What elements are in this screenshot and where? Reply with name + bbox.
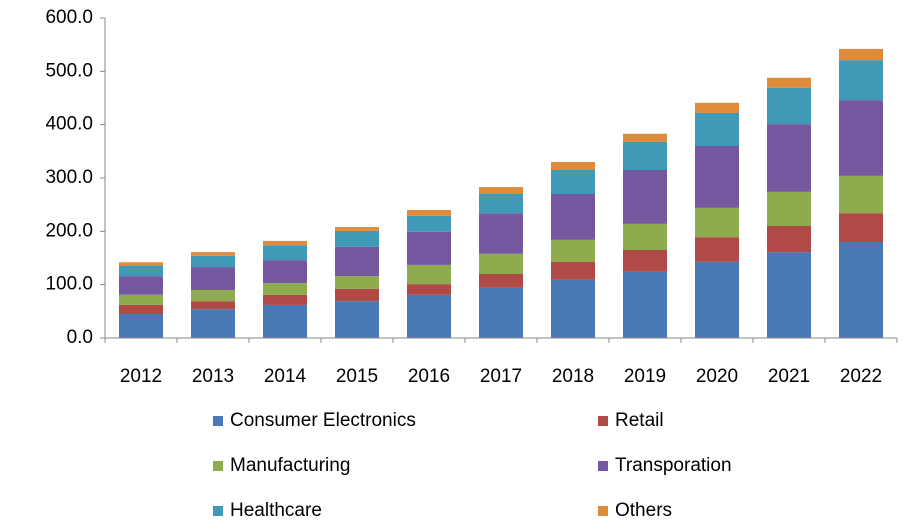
bar-segment bbox=[263, 240, 307, 246]
bar-segment bbox=[407, 284, 451, 295]
legend-swatch bbox=[598, 416, 608, 426]
bar-segment bbox=[263, 245, 307, 261]
x-tick-label: 2016 bbox=[408, 366, 450, 387]
bar-segment bbox=[335, 301, 379, 338]
bar-segment bbox=[839, 60, 883, 101]
bar-segment bbox=[839, 242, 883, 338]
x-tick-label: 2020 bbox=[696, 366, 738, 387]
bar-segment bbox=[551, 170, 595, 194]
legend-swatch bbox=[598, 461, 608, 471]
legend-swatch bbox=[213, 416, 223, 426]
y-tick-label: 300.0 bbox=[45, 167, 93, 188]
bar-segment bbox=[767, 77, 811, 88]
bar-segment bbox=[119, 276, 163, 295]
bar-segment bbox=[767, 252, 811, 338]
bar-segment bbox=[263, 294, 307, 305]
bar-segment bbox=[191, 267, 235, 290]
bar-segment bbox=[119, 314, 163, 338]
bar-segment bbox=[479, 213, 523, 254]
bar-segment bbox=[623, 223, 667, 250]
legend-swatch bbox=[213, 506, 223, 516]
y-tick-label: 100.0 bbox=[45, 274, 93, 295]
legend-label: Manufacturing bbox=[230, 455, 350, 476]
x-tick-label: 2014 bbox=[264, 366, 307, 387]
bar-segment bbox=[119, 294, 163, 305]
bar-segment bbox=[479, 194, 523, 214]
bar-segment bbox=[623, 170, 667, 224]
x-tick-label: 2022 bbox=[840, 366, 882, 387]
bar-segment bbox=[623, 271, 667, 338]
bar-segment bbox=[335, 227, 379, 231]
x-tick-label: 2015 bbox=[336, 366, 378, 387]
bar-segment bbox=[479, 287, 523, 338]
bar-segment bbox=[623, 133, 667, 142]
legend-label: Retail bbox=[615, 410, 664, 431]
legend-label: Healthcare bbox=[230, 500, 322, 521]
bar-segment bbox=[119, 266, 163, 277]
bar-segment bbox=[407, 231, 451, 265]
bar-segment bbox=[119, 262, 163, 266]
y-tick-label: 400.0 bbox=[45, 114, 93, 135]
bar-segment bbox=[551, 279, 595, 338]
bar-segment bbox=[767, 124, 811, 192]
bar-segment bbox=[407, 294, 451, 338]
bar-segment bbox=[335, 246, 379, 277]
legend-label: Transporation bbox=[615, 455, 732, 476]
x-tick-label: 2013 bbox=[192, 366, 234, 387]
bar-segment bbox=[479, 253, 523, 274]
x-tick-label: 2019 bbox=[624, 366, 666, 387]
bar-segment bbox=[263, 283, 307, 295]
bar-segment bbox=[839, 213, 883, 242]
bar-segment bbox=[767, 87, 811, 125]
bar-segment bbox=[695, 102, 739, 113]
bar-segment bbox=[191, 309, 235, 338]
bar-segment bbox=[695, 261, 739, 338]
y-tick-label: 600.0 bbox=[45, 7, 93, 28]
bar-segment bbox=[695, 112, 739, 146]
bar-segment bbox=[263, 260, 307, 284]
x-tick-label: 2021 bbox=[768, 366, 810, 387]
bar-segment bbox=[479, 187, 523, 194]
bar-segment bbox=[623, 250, 667, 272]
y-tick-label: 500.0 bbox=[45, 60, 93, 81]
bar-segment bbox=[551, 239, 595, 262]
bar-segment bbox=[263, 304, 307, 338]
y-tick-label: 0.0 bbox=[67, 327, 93, 348]
bar-segment bbox=[839, 100, 883, 176]
bar-segment bbox=[839, 48, 883, 61]
bar-segment bbox=[551, 261, 595, 280]
bar-segment bbox=[407, 264, 451, 285]
x-tick-label: 2012 bbox=[120, 366, 162, 387]
bar-segment bbox=[695, 237, 739, 262]
bar-segment bbox=[551, 162, 595, 170]
bar-segment bbox=[479, 274, 523, 288]
bar-segment bbox=[767, 191, 811, 226]
bar-segment bbox=[551, 194, 595, 240]
bar-segment bbox=[695, 146, 739, 208]
x-tick-label: 2018 bbox=[552, 366, 594, 387]
bar-segment bbox=[695, 207, 739, 238]
bar-segment bbox=[191, 290, 235, 302]
legend-swatch bbox=[598, 506, 608, 516]
bar-segment bbox=[839, 175, 883, 214]
bar-segment bbox=[335, 288, 379, 302]
bar-segment bbox=[191, 255, 235, 268]
bar-segment bbox=[191, 252, 235, 256]
legend-label: Others bbox=[615, 500, 672, 521]
bar-segment bbox=[767, 226, 811, 253]
legend-label: Consumer Electronics bbox=[230, 410, 416, 431]
legend-swatch bbox=[213, 461, 223, 471]
bar-segment bbox=[335, 276, 379, 289]
bar-segment bbox=[623, 141, 667, 170]
y-tick-label: 200.0 bbox=[45, 220, 93, 241]
bar-segment bbox=[407, 210, 451, 216]
x-tick-label: 2017 bbox=[480, 366, 522, 387]
bar-segment bbox=[191, 301, 235, 310]
bar-segment bbox=[407, 215, 451, 232]
bar-segment bbox=[119, 304, 163, 314]
bar-segment bbox=[335, 230, 379, 247]
